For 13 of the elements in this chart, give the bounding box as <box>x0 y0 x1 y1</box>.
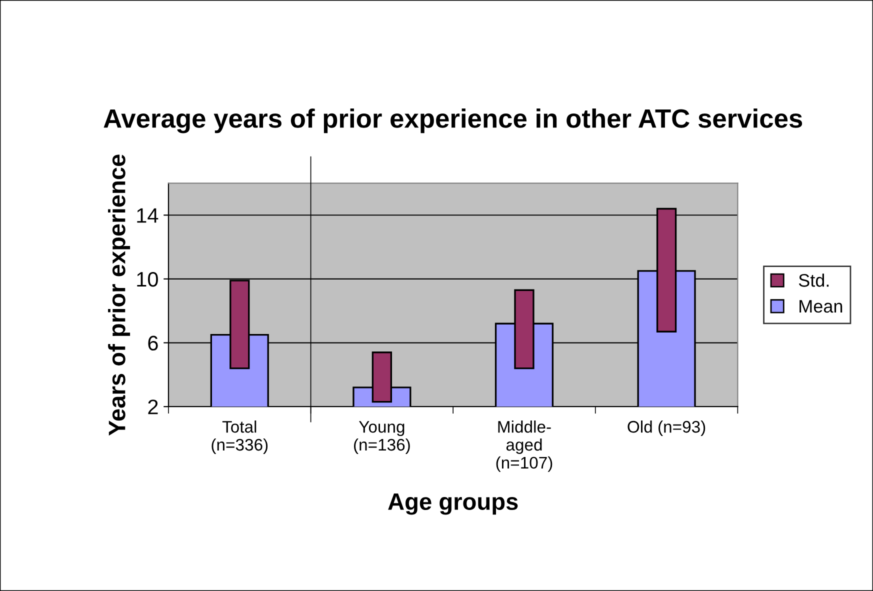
x-tick-label: Total (n=336) <box>212 420 268 454</box>
y-tick-label: 6 <box>148 336 158 351</box>
x-tick-label: Young (n=136) <box>354 421 410 454</box>
y-axis-title: Years of prior experience <box>108 154 130 436</box>
y-tick-label: 14 <box>137 208 158 223</box>
x-tick-label: Middle- aged (n=107) <box>496 420 552 472</box>
x-tick-label: Old (n=93) <box>628 420 706 436</box>
y-tick-label: 10 <box>137 272 158 287</box>
chart-title: Average years of prior experience in other ATC services <box>104 108 802 134</box>
y-tick-label: 2 <box>148 400 158 414</box>
x-axis-title: Age groups <box>388 494 518 515</box>
legend-label: Std. <box>798 274 829 287</box>
legend-label: Mean <box>800 300 842 313</box>
